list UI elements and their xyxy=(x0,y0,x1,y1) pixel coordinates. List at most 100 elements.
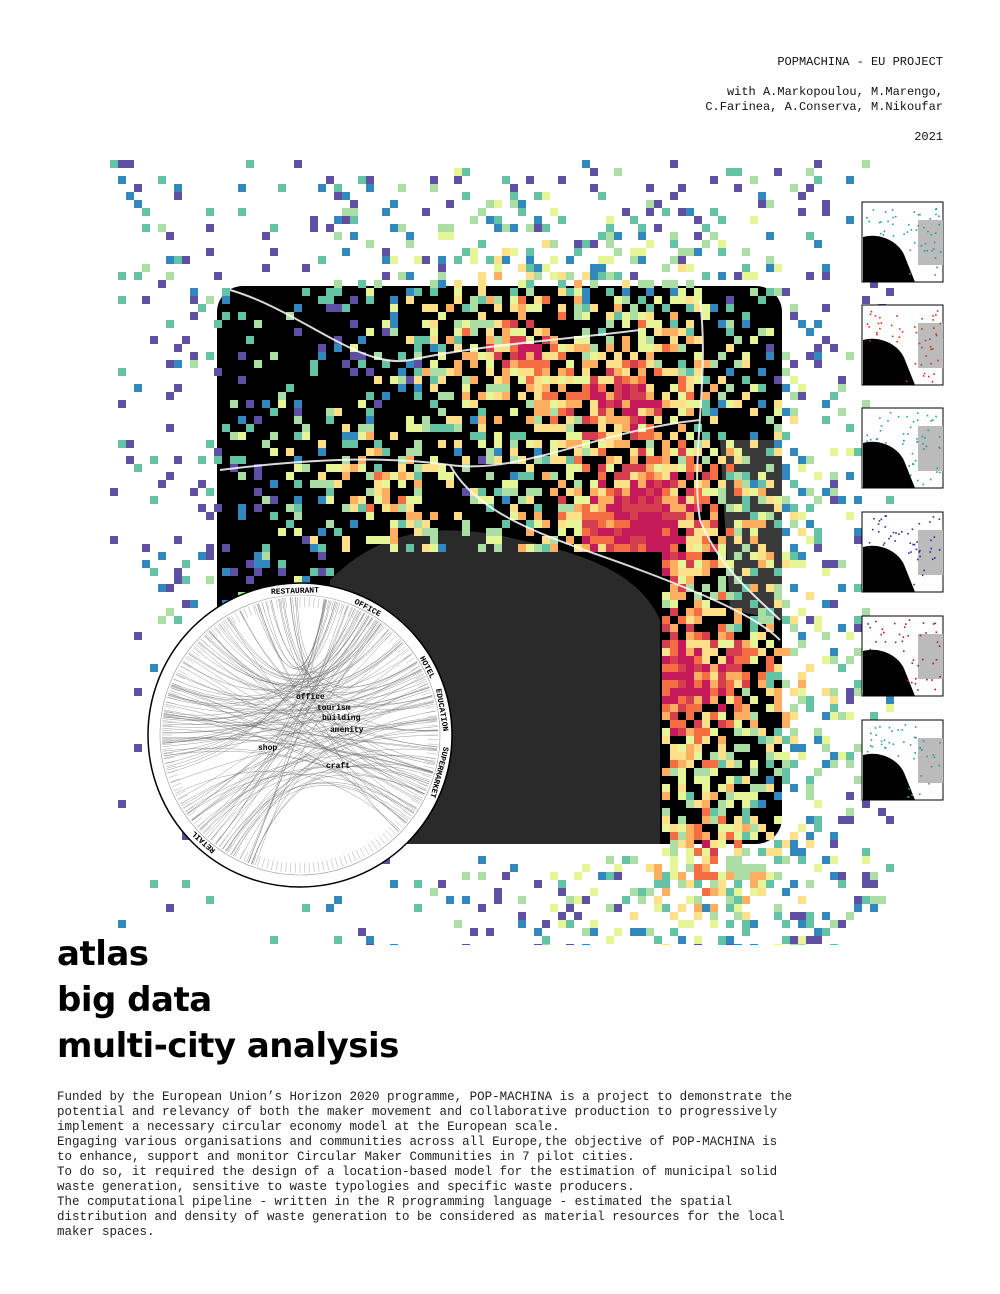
heat-cell xyxy=(766,848,774,856)
heat-cell xyxy=(782,408,790,416)
heat-cell xyxy=(718,624,726,632)
heat-cell xyxy=(670,584,678,592)
heat-cell xyxy=(606,400,614,408)
heat-cell xyxy=(830,488,838,496)
thumbnail-dot xyxy=(869,313,872,316)
heat-cell xyxy=(726,640,734,648)
heat-cell xyxy=(830,920,838,928)
heat-cell xyxy=(734,448,742,456)
heat-cell xyxy=(574,400,582,408)
heat-cell xyxy=(718,944,726,945)
heat-cell xyxy=(566,424,574,432)
heat-cell xyxy=(206,248,214,256)
thumbnail-dot xyxy=(903,741,905,743)
heat-cell xyxy=(606,440,614,448)
tick xyxy=(191,649,200,657)
heat-cell xyxy=(518,472,526,480)
heat-cell xyxy=(470,248,478,256)
heat-cell xyxy=(662,736,670,744)
heat-cell xyxy=(614,520,622,528)
heat-cell xyxy=(406,272,414,280)
heat-cell xyxy=(518,912,526,920)
heat-cell xyxy=(686,376,694,384)
heat-cell xyxy=(502,360,510,368)
tick xyxy=(266,859,270,869)
thumbnail-dot xyxy=(939,741,941,744)
heat-cell xyxy=(854,528,862,536)
heat-cell xyxy=(686,760,694,768)
heat-cell xyxy=(670,504,678,512)
heat-cell xyxy=(710,856,718,864)
heat-cell xyxy=(606,488,614,496)
heat-cell xyxy=(782,648,790,656)
thumbnail-dot xyxy=(921,574,924,577)
heat-cell xyxy=(678,288,686,296)
heat-cell xyxy=(870,880,878,888)
heat-cell xyxy=(742,472,750,480)
heat-cell xyxy=(694,376,702,384)
tag: tourism xyxy=(317,704,351,713)
heat-cell xyxy=(782,768,790,776)
heat-cell xyxy=(782,736,790,744)
heat-cell xyxy=(390,376,398,384)
heat-cell xyxy=(638,224,646,232)
tick xyxy=(230,845,237,855)
chord xyxy=(217,624,383,680)
tick xyxy=(408,661,418,668)
heat-cell xyxy=(406,448,414,456)
heat-cell xyxy=(630,496,638,504)
thumbnail-dot xyxy=(870,732,872,735)
tick xyxy=(426,757,436,760)
heat-cell xyxy=(638,432,646,440)
heat-cell xyxy=(638,368,646,376)
heat-cell xyxy=(534,296,542,304)
heat-cell xyxy=(758,552,766,560)
heat-cell xyxy=(382,504,390,512)
heat-cell xyxy=(582,496,590,504)
heat-cell xyxy=(574,344,582,352)
tick xyxy=(271,860,274,871)
heat-cell xyxy=(454,328,462,336)
heat-cell xyxy=(790,736,798,744)
heat-cell xyxy=(774,872,782,880)
heat-cell xyxy=(334,528,342,536)
heat-cell xyxy=(462,352,470,360)
tick xyxy=(410,665,420,672)
heat-cell xyxy=(606,464,614,472)
heat-cell xyxy=(518,208,526,216)
thumbnail-dot xyxy=(927,375,930,378)
heat-cell xyxy=(750,712,758,720)
tick xyxy=(412,794,422,800)
heat-cell xyxy=(486,256,494,264)
heat-cell xyxy=(614,312,622,320)
heat-cell xyxy=(326,496,334,504)
heat-cell xyxy=(718,936,726,944)
heat-cell xyxy=(686,208,694,216)
heat-cell xyxy=(726,888,734,896)
heat-cell xyxy=(830,496,838,504)
heat-cell xyxy=(638,488,646,496)
heat-cell xyxy=(494,888,502,896)
thumbnail-dot xyxy=(919,747,921,749)
heat-cell xyxy=(590,520,598,528)
thumbnail-dot xyxy=(938,223,941,226)
tick xyxy=(178,670,188,676)
heat-cell xyxy=(758,648,766,656)
heat-cell xyxy=(534,272,542,280)
thumbnail-dot xyxy=(913,583,915,586)
heat-cell xyxy=(270,408,278,416)
heat-cell xyxy=(318,184,326,192)
heat-cell xyxy=(710,848,718,856)
heat-cell xyxy=(462,328,470,336)
heat-cell xyxy=(414,256,422,264)
heat-cell xyxy=(558,440,566,448)
heat-cell xyxy=(646,384,654,392)
heat-cell xyxy=(454,320,462,328)
thumbnail-dot xyxy=(929,478,932,481)
thumbnail-dot xyxy=(913,543,916,546)
thumbnail-dot xyxy=(866,216,868,219)
chord xyxy=(162,701,434,726)
heat-cell xyxy=(678,696,686,704)
road xyxy=(696,299,781,621)
heat-cell xyxy=(350,200,358,208)
